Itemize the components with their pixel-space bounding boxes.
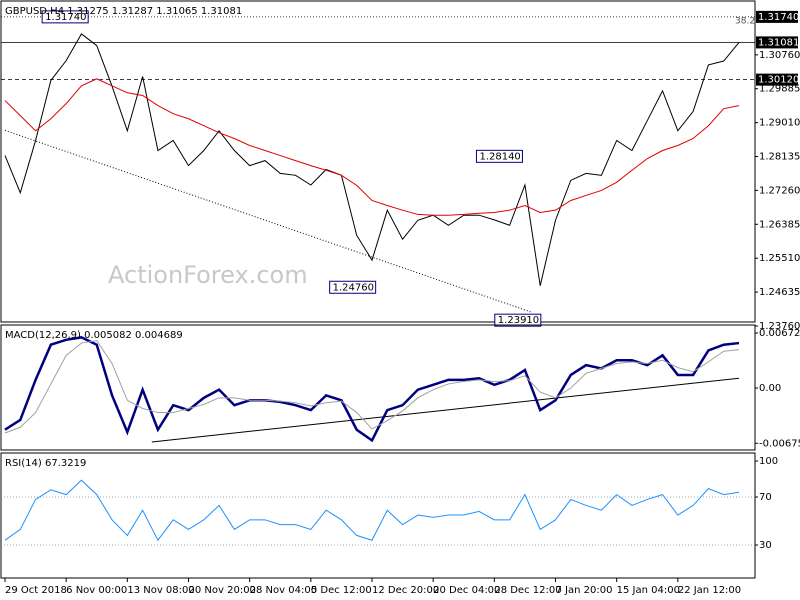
panel-frame	[0, 452, 756, 579]
x-tick-label: 15 Jan 04:00	[617, 585, 680, 596]
y-tick-label: 30	[759, 540, 772, 551]
x-tick-label: 6 Nov 00:00	[66, 585, 127, 596]
level-label: 1.31081	[758, 37, 799, 48]
level-label-box	[756, 36, 798, 49]
y-tick-label: 70	[759, 492, 772, 503]
y-tick-label: 0.006729	[759, 328, 800, 339]
price-annotation-box	[41, 10, 89, 24]
level-label: 1.30120	[758, 75, 799, 86]
panel-title: GBPUSD,H4 1.31275 1.31287 1.31065 1.3108…	[5, 6, 242, 17]
series-line	[4, 340, 740, 434]
x-tick-label: 13 Nov 08:00	[127, 585, 194, 596]
series-line	[4, 479, 740, 542]
panel-title: RSI(14) 67.3219	[5, 458, 86, 469]
y-tick-label: 1.24635	[759, 287, 800, 298]
level-label-box	[756, 10, 798, 23]
y-tick-label: 1.29885	[759, 84, 800, 95]
trend-line	[151, 377, 740, 443]
panel-frame	[0, 0, 756, 323]
y-tick-label: -0.006758	[759, 438, 800, 449]
x-tick-label: 20 Dec 04:00	[433, 585, 500, 596]
price-annotation: 1.28140	[479, 151, 520, 162]
y-tick-label: 1.30760	[759, 50, 800, 61]
price-annotation: 1.24760	[333, 282, 374, 293]
series-line	[4, 78, 740, 216]
x-tick-label: 28 Nov 04:00	[250, 585, 317, 596]
price-annotation: 1.31740	[45, 12, 86, 23]
level-label-box	[756, 73, 798, 86]
y-tick-label: 1.28135	[759, 152, 800, 163]
x-tick-label: 5 Dec 12:00	[311, 585, 372, 596]
x-tick-label: 22 Jan 12:00	[678, 585, 741, 596]
y-tick-label: 1.25510	[759, 253, 800, 264]
y-tick-label: 1.23760	[759, 321, 800, 332]
series-line	[4, 336, 740, 443]
price-annotation: 1.23910	[498, 315, 539, 326]
price-annotation-box	[494, 313, 542, 327]
series-line	[4, 33, 740, 286]
y-tick-label: 1.29010	[759, 118, 800, 129]
y-tick-label: 1.26385	[759, 219, 800, 230]
x-tick-label: 7 Jan 20:00	[556, 585, 613, 596]
watermark: ActionForex.com	[108, 261, 308, 289]
price-annotation-box	[475, 149, 523, 163]
y-tick-label: 100	[759, 456, 778, 467]
fib-note: 38.2	[735, 17, 755, 27]
level-label: 1.31740	[758, 12, 799, 23]
y-tick-label: 0.00	[759, 383, 781, 394]
panel-frame	[0, 324, 756, 451]
x-tick-label: 29 Oct 2018	[5, 585, 67, 596]
price-annotation-box	[329, 280, 377, 294]
x-tick-label: 28 Dec 12:00	[494, 585, 561, 596]
x-tick-label: 12 Dec 20:00	[372, 585, 439, 596]
x-tick-label: 20 Nov 20:00	[189, 585, 256, 596]
panel-title: MACD(12,26,9) 0.005082 0.004689	[5, 330, 183, 341]
y-tick-label: 1.27260	[759, 185, 800, 196]
